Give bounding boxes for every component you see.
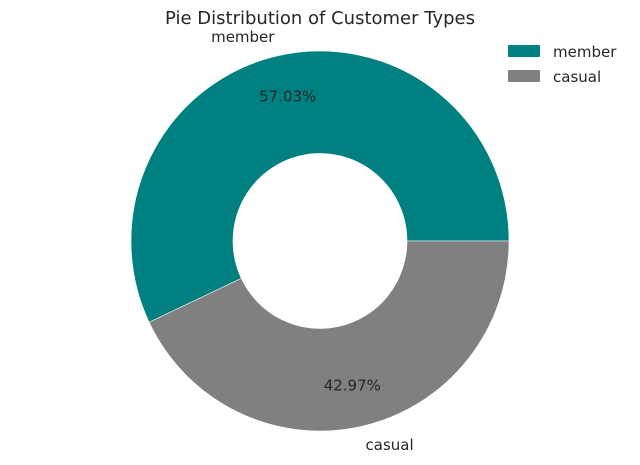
legend-label-member: member (553, 43, 617, 61)
slice-labels: 57.03% member 42.97% casual (211, 28, 414, 454)
legend-label-casual: casual (553, 68, 601, 86)
percent-label-member: 57.03% (259, 87, 316, 105)
percent-label-casual: 42.97% (324, 377, 381, 395)
slices (130, 50, 510, 432)
outer-label-casual: casual (366, 436, 414, 454)
slice-member (130, 50, 510, 323)
legend-swatch-casual (508, 70, 540, 82)
chart-title: Pie Distribution of Customer Types (165, 8, 475, 29)
legend: member casual (508, 43, 617, 86)
slice-casual (148, 240, 510, 432)
legend-swatch-member (508, 45, 540, 57)
outer-label-member: member (211, 28, 275, 46)
